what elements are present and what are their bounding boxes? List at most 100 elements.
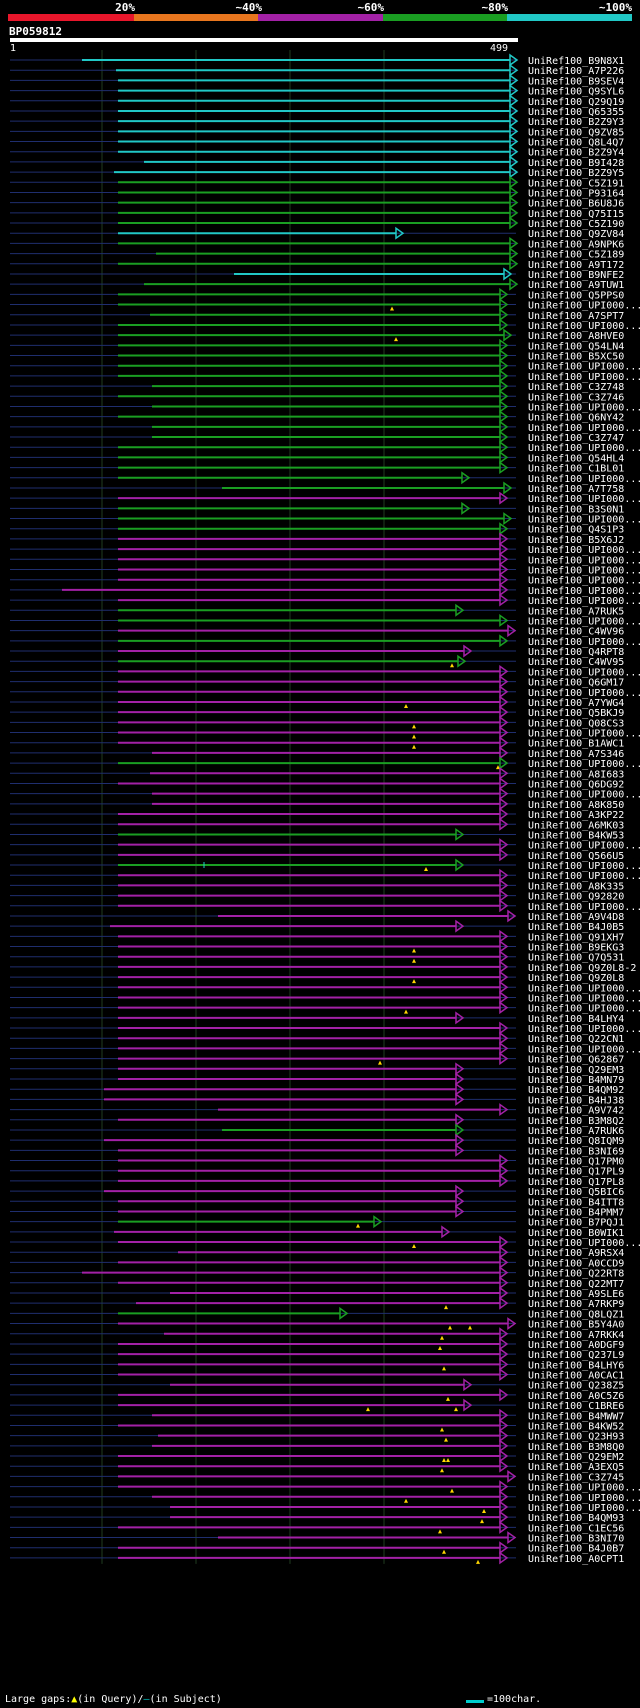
query-gap-marker <box>412 734 416 739</box>
hit-arrow <box>509 186 519 199</box>
hit-label: UniRef100_A8I683 <box>528 769 624 780</box>
scale-label-80: ~80% <box>481 1 509 14</box>
hit-arrow <box>455 1143 465 1157</box>
hit-arrow <box>499 298 509 312</box>
hit-label: UniRef100_Q9Z0L8 <box>528 973 624 984</box>
hit-arrow <box>509 216 519 230</box>
hit-arrow <box>455 1123 465 1137</box>
hit-arrow <box>499 532 509 546</box>
scale-bar-red <box>8 14 134 21</box>
hit-arrow <box>509 155 519 169</box>
hit-row: UniRef100_C4WV96 <box>10 624 624 638</box>
hit-arrow <box>499 868 509 882</box>
hit-arrow <box>509 73 519 87</box>
hit-row: UniRef100_C3Z745 <box>10 1469 624 1483</box>
hit-label: UniRef100_Q91XH7 <box>528 932 624 943</box>
hit-row: UniRef100_Q23H93 <box>10 1429 624 1443</box>
hit-row: UniRef100_Q9SYL6 <box>10 84 624 98</box>
hit-label: UniRef100_Q5BIC6 <box>528 1187 624 1198</box>
hit-row: UniRef100_UPI000... <box>10 298 640 312</box>
hit-arrow <box>499 440 509 454</box>
hit-arrow <box>499 1480 509 1494</box>
hit-label: UniRef100_UPI000... <box>528 423 640 434</box>
footer-prefix: Large gaps: <box>5 1694 72 1705</box>
hit-label: UniRef100_Q65355 <box>528 107 624 118</box>
hit-row: UniRef100_B5Y4A0 <box>10 1317 624 1331</box>
hit-row: UniRef100_UPI000... <box>10 593 640 607</box>
hit-label: UniRef100_Q9Z0L8-2 <box>528 963 636 974</box>
hit-arrow <box>499 940 509 953</box>
hit-row: UniRef100_UPI000... <box>10 471 640 485</box>
hit-arrow <box>455 919 465 933</box>
hit-row: UniRef100_UPI000... <box>10 664 640 678</box>
hit-row: UniRef100_A9V4D8 <box>10 909 624 923</box>
hit-arrow <box>499 787 509 801</box>
hit-row: UniRef100_P93164 <box>10 186 624 199</box>
hit-row: UniRef100_A0CAC1 <box>10 1368 624 1382</box>
hit-label: UniRef100_B2Z9Y5 <box>528 168 624 179</box>
hit-row: UniRef100_B2Z9Y4 <box>10 145 624 159</box>
hit-row: UniRef100_B6U8J6 <box>10 196 624 210</box>
hit-arrow <box>509 175 519 189</box>
hit-arrow <box>509 124 519 138</box>
hit-label: UniRef100_B4J0B7 <box>528 1544 624 1555</box>
hit-label: UniRef100_UPI000... <box>528 790 640 801</box>
hit-arrow <box>499 287 509 301</box>
hit-row: UniRef100_Q29EM2 <box>10 1449 624 1463</box>
query-gap-marker <box>404 1009 408 1014</box>
hit-arrow <box>499 889 509 903</box>
hit-row: UniRef100_A0CPT1 <box>10 1551 624 1565</box>
hit-row: UniRef100_UPI000... <box>10 400 640 413</box>
hit-row: UniRef100_B4LHY6 <box>10 1357 624 1371</box>
hit-label: UniRef100_C5Z190 <box>528 219 624 230</box>
query-gap-marker <box>442 1549 446 1554</box>
hit-arrow <box>499 1154 509 1167</box>
hit-row: UniRef100_UPI000... <box>10 685 640 699</box>
hit-row: UniRef100_B4KW53 <box>10 827 624 841</box>
hit-arrow <box>499 726 509 739</box>
hit-label: UniRef100_Q566U5 <box>528 851 624 862</box>
hit-label: UniRef100_B3M8Q2 <box>528 1116 624 1127</box>
hit-row: UniRef100_Q8IQM9 <box>10 1133 624 1147</box>
hit-arrow <box>499 1347 509 1361</box>
hit-row: UniRef100_B4J0B5 <box>10 919 624 933</box>
hit-label: UniRef100_A7RKP9 <box>528 1299 624 1310</box>
hit-row: UniRef100_A9T172 <box>10 257 624 271</box>
hit-row: UniRef100_UPI000... <box>10 359 640 373</box>
hit-arrow <box>499 1388 509 1402</box>
hit-arrow <box>499 960 509 974</box>
hit-arrow <box>455 1082 465 1096</box>
hit-label: UniRef100_UPI000... <box>528 1503 640 1514</box>
hit-arrow <box>499 420 509 434</box>
hit-arrow <box>509 53 519 67</box>
hit-arrow <box>455 1011 465 1025</box>
hit-arrow <box>455 1072 465 1086</box>
hit-label: UniRef100_UPI000... <box>528 759 640 770</box>
hit-row: UniRef100_A9RSX4 <box>10 1245 624 1259</box>
hit-row: UniRef100_C5Z190 <box>10 216 624 230</box>
hit-row: UniRef100_B3M8Q2 <box>10 1113 624 1127</box>
hit-row: UniRef100_A8I683 <box>10 766 624 780</box>
query-gap-marker <box>438 1345 442 1350</box>
hit-row: UniRef100_Q22MT7 <box>10 1276 624 1290</box>
hit-row: UniRef100_A0CCD9 <box>10 1255 624 1269</box>
hit-label: UniRef100_B4KW53 <box>528 830 624 841</box>
hit-row: UniRef100_UPI000... <box>10 868 640 882</box>
hit-row: UniRef100_B4J0B7 <box>10 1541 624 1555</box>
hit-arrow <box>463 644 473 658</box>
hit-arrow <box>499 1296 509 1310</box>
hit-row: UniRef100_B0WIK1 <box>10 1225 624 1239</box>
hit-row: UniRef100_B5X6J2 <box>10 532 624 546</box>
hit-row: UniRef100_Q17PL9 <box>10 1164 624 1178</box>
hit-arrow <box>503 481 513 495</box>
hit-arrow <box>499 878 509 892</box>
query-gap-marker <box>394 337 398 342</box>
hit-row: UniRef100_Q6NY42 <box>10 410 624 424</box>
hit-label: UniRef100_Q6GM17 <box>528 678 624 689</box>
hit-arrow <box>499 1031 509 1045</box>
hit-arrow <box>499 593 509 607</box>
hit-label: UniRef100_B4ITT8 <box>528 1197 624 1208</box>
query-gap-marker <box>356 1223 360 1228</box>
query-gap-marker <box>444 1437 448 1442</box>
hit-arrow <box>499 379 509 393</box>
